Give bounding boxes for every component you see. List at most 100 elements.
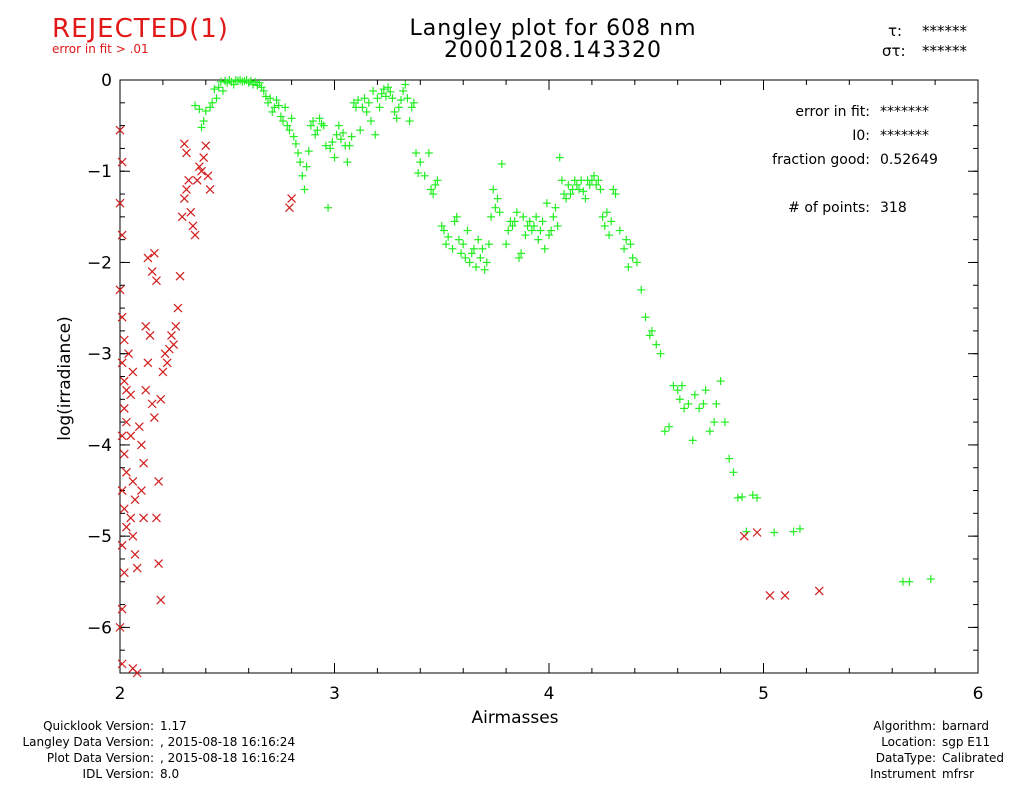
data-point-good [315,114,324,123]
data-point-good [478,244,487,253]
data-point-good [551,203,560,212]
data-point-good [373,94,382,103]
footer-right-value: barnard [942,719,989,733]
data-point-good [753,493,762,502]
i0-label: I0: [852,128,870,144]
data-point-good [579,187,588,196]
data-point-good [645,331,654,340]
data-point-good [371,130,380,139]
footer-right-key: Algorithm: [873,719,936,733]
data-point-good [354,96,363,105]
data-point-good [364,98,373,107]
data-point-good [632,258,641,267]
data-point-rejected [199,153,209,162]
y-tick-label: −3 [87,345,112,365]
data-point-good [905,577,914,586]
data-point-good [210,85,219,94]
data-point-good [590,171,599,180]
data-point-good [317,119,326,128]
data-point-rejected [186,207,196,217]
data-point-rejected [128,476,138,486]
data-point-rejected [130,495,140,505]
data-point-good [598,212,607,221]
data-point-good [407,103,416,112]
data-point-good [450,217,459,226]
error-fit-value: ******* [880,104,929,120]
x-tick-label: 2 [115,684,126,704]
data-point-good [259,86,268,95]
data-point-rejected [139,458,149,468]
data-point-good [495,208,504,217]
data-point-rejected [117,230,127,240]
data-point-good [699,399,708,408]
data-point-rejected [154,559,164,568]
data-point-good [615,226,624,235]
status-label: REJECTED(1) [52,14,229,44]
data-point-good [480,265,489,274]
data-point-good [525,217,534,226]
data-point-good [517,249,526,258]
y-tick-label: −2 [87,253,112,273]
data-point-rejected [179,194,189,204]
data-point-good [748,491,757,500]
data-point-good [497,159,506,168]
footer-left-key: Plot Data Version: [46,751,154,765]
data-point-good [409,98,418,107]
data-point-rejected [149,413,159,422]
data-point-good [334,121,343,130]
data-point-rejected [143,253,153,263]
footer-left-value: , 2015-08-18 16:16:24 [160,751,296,765]
footer-right-key: Instrument [869,767,936,781]
data-point-rejected [197,166,206,176]
data-point-good [439,226,448,235]
data-point-good [405,117,414,126]
data-point-good [461,253,470,262]
data-point-good [246,76,255,85]
footer-right-value: Calibrated [942,751,1005,765]
data-point-good [206,103,215,112]
data-point-good [474,235,483,244]
data-point-rejected [154,476,164,486]
data-point-good [690,390,699,399]
data-point-good [427,185,436,194]
data-point-rejected [285,203,294,213]
data-point-rejected [184,175,194,185]
data-point-good [444,232,453,241]
x-tick-label: 4 [544,684,555,704]
data-point-rejected [173,303,183,313]
data-point-good [401,80,410,89]
data-point-good [266,94,275,103]
data-point-good [701,386,710,395]
data-point-good [733,493,742,502]
data-point-good [489,185,498,194]
footer-left-key: IDL Version: [82,767,154,781]
data-point-good [695,404,704,413]
data-point-good [487,212,496,221]
data-point-rejected [115,285,125,295]
data-point-rejected [192,175,202,185]
data-point-good [255,78,264,87]
data-point-good [547,226,556,235]
status-reason: error in fit > .01 [52,42,149,56]
data-point-good [454,235,463,244]
data-point-good [562,194,571,203]
data-point-good [272,96,281,105]
data-point-rejected [814,586,824,596]
data-point-rejected [203,171,213,181]
data-point-good [519,212,528,221]
data-point-good [710,418,719,427]
data-point-good [564,180,573,189]
data-point-rejected [132,668,142,678]
data-point-rejected [128,531,138,541]
y-tick-label: −5 [87,527,112,547]
data-point-good [366,117,375,126]
data-point-good [197,123,206,132]
data-point-good [302,162,311,171]
data-point-good [502,240,511,249]
sigma-tau-value: ****** [922,42,967,60]
data-point-rejected [126,390,136,400]
data-point-rejected [188,221,198,231]
data-point-rejected [117,659,127,669]
plot-area-border [119,79,979,674]
data-point-rejected [156,394,166,404]
